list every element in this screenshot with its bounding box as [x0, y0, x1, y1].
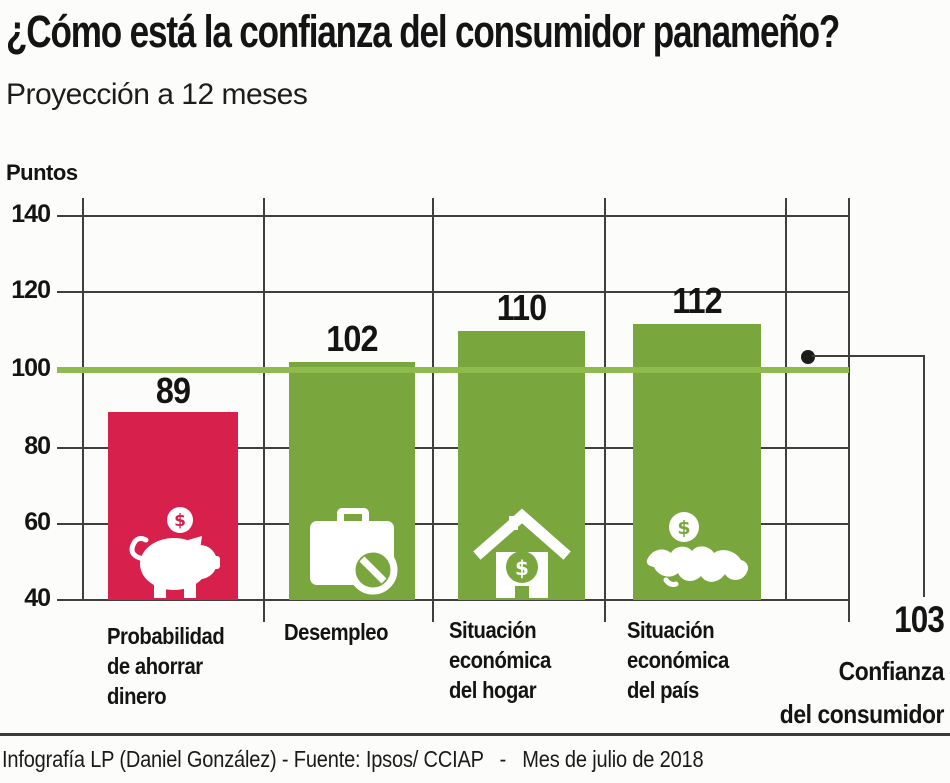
gridline-80	[57, 447, 849, 449]
y-tick-label: 120	[11, 276, 51, 304]
bar-category-label: Situación económica del país	[627, 617, 729, 703]
reference-line-100	[57, 367, 849, 373]
piggy-bank-icon: $	[124, 506, 222, 603]
bar-category-label: Probabilidad de ahorrar dinero	[107, 623, 225, 709]
svg-text:$: $	[677, 517, 690, 539]
chart-title: ¿Cómo está la confianza del consumidor p…	[6, 6, 840, 57]
gridline-v5-right-edge	[848, 198, 850, 622]
gridline-v1	[263, 198, 265, 622]
footer-divider	[0, 733, 950, 736]
briefcase-banned-icon	[304, 508, 402, 603]
bar-value-label: 112	[672, 280, 722, 321]
gridline-60	[57, 523, 849, 525]
gridline-v3	[604, 198, 606, 622]
bar-category-label: Situación económica del hogar	[449, 617, 551, 703]
house-dollar-icon: $	[473, 504, 571, 603]
y-tick-label: 140	[11, 200, 51, 228]
y-axis-label: Puntos	[6, 160, 78, 185]
annotation-dot	[801, 350, 815, 364]
gridline-120	[57, 291, 849, 293]
gridline-v2	[432, 198, 434, 622]
svg-text:$: $	[174, 511, 186, 531]
annotation-label: Confianza del consumidor	[779, 656, 945, 729]
panama-map-dollar-icon: $	[644, 510, 750, 601]
gridline-v4	[785, 198, 787, 601]
y-axis-line	[82, 198, 84, 601]
y-tick-label: 60	[24, 508, 51, 536]
annotation-value: 103	[894, 599, 945, 640]
gridline-140	[57, 215, 849, 217]
annotation-connector-h	[812, 355, 925, 357]
bar-value-label: 102	[326, 318, 378, 359]
chart-subtitle: Proyección a 12 meses	[6, 78, 308, 111]
bar-value-label: 89	[155, 370, 191, 411]
bar-category-label: Desempleo	[284, 619, 389, 645]
y-tick-label: 40	[24, 584, 51, 612]
bar-value-label: 110	[496, 287, 547, 328]
annotation-connector-v	[923, 355, 925, 597]
x-axis-baseline	[57, 599, 849, 601]
y-tick-label: 100	[11, 354, 51, 382]
y-tick-label: 80	[24, 432, 51, 460]
footer-credit: Infografía LP (Daniel González) - Fuente…	[2, 746, 704, 772]
svg-text:$: $	[515, 556, 529, 580]
